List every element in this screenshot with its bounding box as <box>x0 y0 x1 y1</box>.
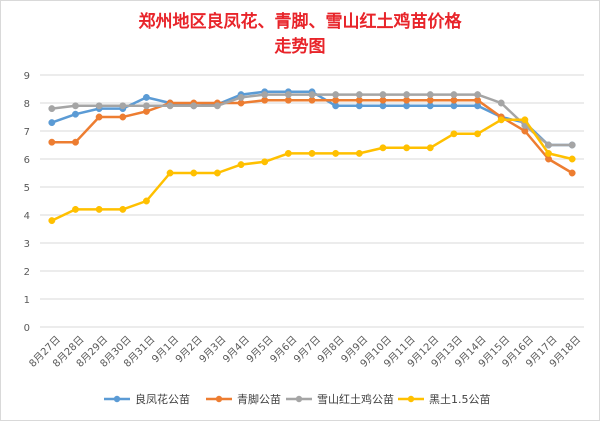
legend: 良凤花公苗 青脚公苗 雪山红土鸡公苗 黑土1.5公苗 <box>104 392 491 406</box>
data-point <box>48 217 56 225</box>
data-point <box>48 138 56 146</box>
data-point <box>72 138 79 146</box>
data-point <box>379 91 387 99</box>
data-point <box>426 144 434 152</box>
data-point <box>545 149 552 157</box>
data-point <box>119 113 127 121</box>
legend-swatch-marker <box>113 395 121 403</box>
series-4 <box>48 116 576 225</box>
chart-title: 郑州地区良凤花、青脚、雪山红土鸡苗价格 走势图 <box>139 11 463 57</box>
data-point <box>308 149 316 157</box>
data-point <box>403 144 411 152</box>
data-point <box>474 91 482 99</box>
y-tick-label: 6 <box>24 155 30 166</box>
legend-label: 雪山红土鸡公苗 <box>317 392 394 406</box>
data-point <box>142 93 150 101</box>
y-tick-label: 2 <box>24 267 30 278</box>
legend-item: 雪山红土鸡公苗 <box>286 392 394 406</box>
data-point <box>568 169 576 177</box>
data-point <box>284 91 292 99</box>
legend-item: 黑土1.5公苗 <box>398 393 491 406</box>
chart-title-line-1: 郑州地区良凤花、青脚、雪山红土鸡苗价格 <box>139 11 463 32</box>
data-point <box>48 119 56 127</box>
data-point <box>72 102 79 110</box>
data-point <box>119 102 127 110</box>
data-point <box>190 102 198 110</box>
series-3 <box>48 91 576 149</box>
data-point <box>119 205 127 213</box>
data-point <box>48 105 56 113</box>
data-point <box>190 169 198 177</box>
data-point <box>237 161 245 169</box>
legend-swatch-marker <box>407 395 415 403</box>
data-point <box>355 149 363 157</box>
y-tick-label: 8 <box>24 99 30 110</box>
data-point <box>450 130 458 138</box>
data-point <box>355 91 363 99</box>
data-point <box>450 91 458 99</box>
data-point <box>213 102 221 110</box>
legend-label: 黑土1.5公苗 <box>429 393 491 406</box>
legend-swatch-marker <box>215 395 223 403</box>
data-point <box>261 91 269 99</box>
data-point <box>142 197 150 205</box>
data-point <box>166 169 174 177</box>
data-point <box>426 91 434 99</box>
data-point <box>332 91 340 99</box>
data-point <box>308 91 316 99</box>
data-point <box>95 113 103 121</box>
data-point <box>521 116 529 124</box>
legend-swatch-marker <box>295 395 303 403</box>
data-point <box>166 102 174 110</box>
data-point <box>568 141 576 149</box>
legend-item: 青脚公苗 <box>206 392 281 406</box>
y-tick-label: 4 <box>24 211 30 222</box>
data-point <box>568 155 576 163</box>
data-series <box>48 88 576 225</box>
data-point <box>213 169 221 177</box>
data-point <box>237 93 245 101</box>
data-point <box>545 141 552 149</box>
data-point <box>72 110 79 118</box>
data-point <box>95 102 103 110</box>
y-tick-label: 1 <box>24 295 30 306</box>
data-point <box>403 91 411 99</box>
legend-label: 良凤花公苗 <box>135 392 190 406</box>
data-point <box>497 99 505 107</box>
data-point <box>497 116 505 124</box>
data-point <box>142 102 150 110</box>
data-point <box>332 149 340 157</box>
y-tick-label: 0 <box>24 323 30 334</box>
data-point <box>474 130 482 138</box>
y-tick-label: 5 <box>24 183 30 194</box>
legend-item: 良凤花公苗 <box>104 392 190 406</box>
y-tick-label: 9 <box>24 71 30 82</box>
data-point <box>72 205 79 213</box>
y-tick-label: 7 <box>24 127 30 138</box>
y-tick-label: 3 <box>24 239 30 250</box>
data-point <box>284 149 292 157</box>
data-point <box>261 158 269 166</box>
chart-title-line-2: 走势图 <box>275 36 326 57</box>
data-point <box>379 144 387 152</box>
legend-label: 青脚公苗 <box>237 392 281 406</box>
data-point <box>95 205 103 213</box>
y-axis-tick-labels: 0 1 2 3 4 5 6 7 8 9 <box>24 71 30 334</box>
gridlines <box>40 74 584 328</box>
